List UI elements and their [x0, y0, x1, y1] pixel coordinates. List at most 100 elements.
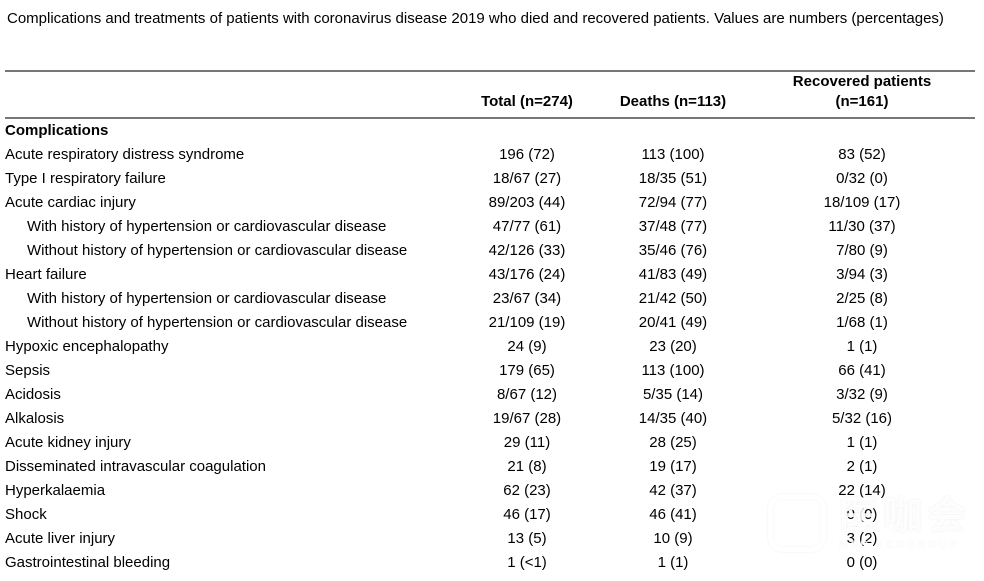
- row-label: Acute respiratory distress syndrome: [5, 146, 245, 163]
- cell-total: 196 (72): [499, 146, 555, 163]
- cell-total: 21/109 (19): [488, 314, 566, 331]
- row-label: With history of hypertension or cardiova…: [27, 290, 387, 307]
- cell-deaths: 1 (1): [657, 554, 689, 571]
- column-header-recovered-line1: Recovered patients: [792, 73, 932, 90]
- cell-total: 18/67 (27): [492, 170, 562, 187]
- row-label: Acidosis: [5, 386, 61, 403]
- column-header-recovered-line2: (n=161): [835, 93, 889, 110]
- table-row: Without history of hypertension or cardi…: [5, 239, 975, 263]
- cell-recovered: 1 (1): [846, 338, 878, 355]
- row-label: Hyperkalaemia: [5, 482, 106, 499]
- table-row: Hyperkalaemia 62 (23) 42 (37) 22 (14): [5, 479, 975, 503]
- cell-recovered: 2 (1): [846, 458, 878, 475]
- row-label: Type I respiratory failure: [5, 170, 166, 187]
- cell-deaths: 41/83 (49): [638, 266, 708, 283]
- table-row: Acute kidney injury 29 (11) 28 (25) 1 (1): [5, 431, 975, 455]
- table-row: Acute cardiac injury 89/203 (44) 72/94 (77…: [5, 191, 975, 215]
- table-row: With history of hypertension or cardiova…: [5, 287, 975, 311]
- cell-deaths: 14/35 (40): [638, 410, 708, 427]
- row-label: Acute liver injury: [5, 530, 116, 547]
- cell-deaths: 21/42 (50): [638, 290, 708, 307]
- cell-recovered: 22 (14): [838, 482, 886, 499]
- cell-deaths: 19 (17): [649, 458, 697, 475]
- section-header-complications: Complications: [5, 122, 109, 139]
- cell-total: 43/176 (24): [488, 266, 566, 283]
- table-row: Alkalosis 19/67 (28) 14/35 (40) 5/32 (16): [5, 407, 975, 431]
- table-row: With history of hypertension or cardiova…: [5, 215, 975, 239]
- cell-deaths: 72/94 (77): [638, 194, 708, 211]
- table-row: Shock 46 (17) 46 (41) 0 (0): [5, 503, 975, 527]
- cell-recovered: 0 (0): [846, 554, 878, 571]
- cell-total: 47/77 (61): [492, 218, 562, 235]
- table-row: Sepsis 179 (65) 113 (100) 66 (41): [5, 359, 975, 383]
- cell-deaths: 42 (37): [649, 482, 697, 499]
- cell-deaths: 113 (100): [641, 146, 705, 163]
- cell-deaths: 18/35 (51): [638, 170, 708, 187]
- cell-total: 179 (65): [499, 362, 555, 379]
- cell-deaths: 113 (100): [641, 362, 705, 379]
- row-label: With history of hypertension or cardiova…: [27, 218, 387, 235]
- header-empty-cell: [5, 71, 457, 119]
- cell-recovered: 3/32 (9): [836, 386, 888, 403]
- table-row: Acidosis 8/67 (12) 5/35 (14) 3/32 (9): [5, 383, 975, 407]
- row-label: Heart failure: [5, 266, 87, 283]
- row-label: Hypoxic encephalopathy: [5, 338, 169, 355]
- cell-recovered: 0/32 (0): [836, 170, 888, 187]
- table-row: Acute liver injury 13 (5) 10 (9) 3 (2): [5, 527, 975, 551]
- row-label: Acute cardiac injury: [5, 194, 136, 211]
- cell-recovered: 83 (52): [838, 146, 886, 163]
- header-row: Total (n=274) Deaths (n=113) Recovered p…: [5, 71, 975, 119]
- table-row: Type I respiratory failure 18/67 (27) 18/3…: [5, 167, 975, 191]
- cell-recovered: 11/30 (37): [828, 218, 896, 235]
- column-header-total: Total (n=274): [457, 71, 597, 119]
- cell-total: 21 (8): [507, 458, 547, 475]
- table-row: Disseminated intravascular coagulation 21…: [5, 455, 975, 479]
- table-row: Acute respiratory distress syndrome 196 (…: [5, 143, 975, 167]
- cell-deaths: 35/46 (76): [638, 242, 708, 259]
- cell-deaths: 37/48 (77): [638, 218, 708, 235]
- cell-total: 89/203 (44): [488, 194, 566, 211]
- cell-recovered: 18/109 (17): [823, 194, 901, 211]
- cell-deaths: 46 (41): [649, 506, 697, 523]
- section-row: Complications: [5, 118, 975, 143]
- row-label: Acute kidney injury: [5, 434, 131, 451]
- cell-recovered: 5/32 (16): [831, 410, 893, 427]
- cell-total: 23/67 (34): [492, 290, 562, 307]
- cell-total: 19/67 (28): [492, 410, 562, 427]
- row-label: Sepsis: [5, 362, 51, 379]
- table-row: Gastrointestinal bleeding 1 (<1) 1 (1) 0 (0…: [5, 551, 975, 575]
- row-label: Alkalosis: [5, 410, 65, 427]
- cell-total: 29 (11): [503, 434, 551, 451]
- complications-table: Total (n=274) Deaths (n=113) Recovered p…: [5, 70, 975, 575]
- cell-deaths: 28 (25): [649, 434, 697, 451]
- cell-total: 13 (5): [507, 530, 547, 547]
- cell-total: 1 (<1): [507, 554, 547, 571]
- column-header-deaths: Deaths (n=113): [597, 71, 749, 119]
- column-header-recovered: Recovered patients (n=161): [749, 71, 975, 119]
- cell-total: 24 (9): [507, 338, 547, 355]
- table-row: Without history of hypertension or cardi…: [5, 311, 975, 335]
- cell-deaths: 23 (20): [649, 338, 697, 355]
- table-body: Complications Acute respiratory distress…: [5, 118, 975, 575]
- cell-deaths: 20/41 (49): [638, 314, 708, 331]
- row-label: Shock: [5, 506, 47, 523]
- cell-recovered: 3/94 (3): [836, 266, 888, 283]
- cell-recovered: 0 (0): [846, 506, 878, 523]
- row-label: Gastrointestinal bleeding: [5, 554, 171, 571]
- cell-recovered: 7/80 (9): [836, 242, 888, 259]
- cell-total: 8/67 (12): [496, 386, 558, 403]
- cell-total: 62 (23): [503, 482, 551, 499]
- row-label: Without history of hypertension or cardi…: [27, 242, 408, 259]
- cell-recovered: 66 (41): [838, 362, 886, 379]
- table-caption: Complications and treatments of patients…: [7, 10, 944, 27]
- cell-total: 46 (17): [503, 506, 551, 523]
- cell-deaths: 5/35 (14): [642, 386, 704, 403]
- cell-recovered: 3 (2): [846, 530, 878, 547]
- row-label: Without history of hypertension or cardi…: [27, 314, 408, 331]
- cell-total: 42/126 (33): [488, 242, 566, 259]
- row-label: Disseminated intravascular coagulation: [5, 458, 266, 475]
- cell-recovered: 1 (1): [846, 434, 878, 451]
- table-row: Heart failure 43/176 (24) 41/83 (49) 3/94 (…: [5, 263, 975, 287]
- table-row: Hypoxic encephalopathy 24 (9) 23 (20) 1 (1): [5, 335, 975, 359]
